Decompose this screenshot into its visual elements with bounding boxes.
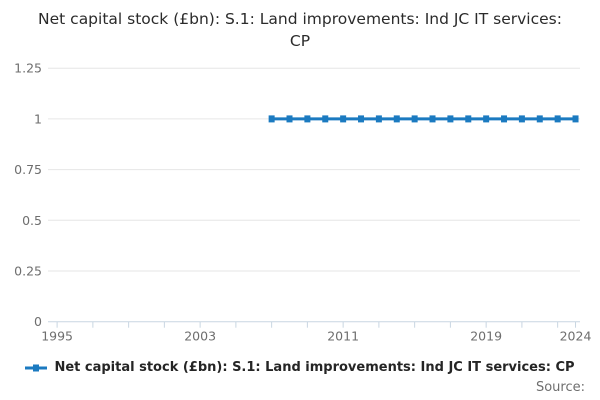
series-data-point	[358, 115, 365, 123]
series-data-point	[554, 115, 561, 123]
x-axis-tick-label: 1995	[41, 329, 73, 344]
y-axis-tick-label: 0	[34, 314, 42, 329]
chart-title: Net capital stock (£bn): S.1: Land impro…	[38, 10, 562, 50]
series-data-point	[572, 115, 579, 123]
series-data-point	[304, 115, 311, 123]
y-axis-tick-label: 1	[34, 111, 42, 126]
series-data-point	[483, 115, 490, 123]
series-data-point	[375, 115, 382, 123]
series-data-point	[518, 115, 525, 123]
x-axis-tick-label: 2024	[560, 329, 592, 344]
series-data-point	[411, 115, 418, 123]
legend-series-label: Net capital stock (£bn): S.1: Land impro…	[54, 360, 575, 375]
x-axis-tick-label: 2019	[470, 329, 502, 344]
legend-line-marker-icon	[25, 364, 48, 371]
series-data-point	[340, 115, 347, 123]
series-data-point	[322, 115, 329, 123]
y-axis-tick-label: 1.25	[14, 61, 42, 76]
series-data-point	[393, 115, 400, 123]
series-data-point	[501, 115, 508, 123]
y-axis-tick-label: 0.5	[22, 213, 42, 228]
series-data-point	[465, 115, 472, 123]
series-data-point	[268, 115, 275, 123]
y-axis-tick-label: 0.75	[14, 162, 42, 177]
chart-legend: Net capital stock (£bn): S.1: Land impro…	[0, 360, 600, 375]
series-data-point	[447, 115, 454, 123]
x-axis-tick-label: 2011	[327, 329, 359, 344]
series-data-point	[429, 115, 436, 123]
series-data-point	[536, 115, 543, 123]
source-note: Source:	[535, 380, 585, 395]
x-axis-tick-label: 2003	[184, 329, 216, 344]
series-data-point	[286, 115, 293, 123]
y-axis-tick-label: 0.25	[14, 264, 42, 279]
